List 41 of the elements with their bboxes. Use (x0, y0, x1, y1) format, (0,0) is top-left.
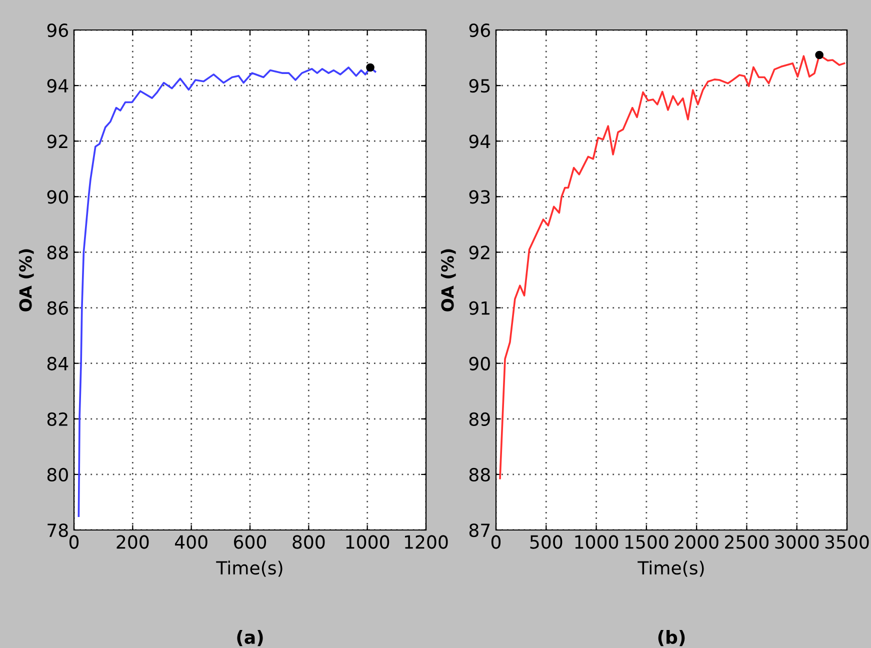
y-tick-label: 91 (469, 301, 490, 315)
y-tick-label: 92 (469, 246, 490, 260)
x-tick-label: 3500 (825, 535, 869, 549)
y-tick-label: 96 (47, 23, 68, 38)
y-tick-label: 94 (469, 134, 490, 148)
x-tick-label: 500 (530, 535, 562, 549)
x-tick-label: 1000 (575, 535, 618, 549)
y-tick-label: 93 (469, 190, 490, 204)
y-tick-label: 90 (469, 356, 490, 370)
text: (b) (658, 630, 685, 646)
y-tick-label: 87 (469, 523, 490, 538)
x-axis-title: Time(s) (638, 560, 704, 577)
x-tick-label: 2000 (674, 535, 718, 549)
y-tick-label: 88 (47, 246, 68, 260)
x-tick-label: 400 (174, 535, 208, 549)
x-tick-label: 200 (116, 535, 149, 549)
y-tick-label: 94 (47, 79, 68, 93)
text: (a) (237, 630, 263, 646)
y-axis-title: OA (%) (440, 249, 456, 312)
x-tick-label: 800 (292, 535, 325, 549)
y-tick-label: 86 (47, 301, 68, 315)
x-tick-label: 0 (69, 535, 79, 549)
x-tick-label: 3000 (775, 535, 819, 549)
x-tick-label: 1000 (346, 535, 390, 549)
x-axis-title: Time(s) (216, 560, 282, 577)
x-tick-label: 600 (234, 535, 266, 549)
x-tick-label: 1200 (405, 535, 448, 549)
y-tick-label: 90 (47, 190, 68, 204)
y-axis-title: OA (%) (18, 249, 34, 312)
x-tick-label: 1500 (625, 535, 668, 549)
y-tick-label: 89 (469, 412, 490, 426)
y-tick-label: 96 (469, 23, 490, 38)
y-tick-label: 88 (469, 468, 490, 482)
y-tick-label: 95 (469, 79, 490, 93)
y-tick-label: 82 (47, 412, 68, 426)
x-tick-label: 0 (491, 535, 501, 549)
y-tick-label: 78 (48, 523, 68, 538)
x-tick-label: 2500 (725, 535, 768, 549)
y-tick-label: 84 (47, 356, 68, 370)
y-tick-label: 92 (47, 134, 68, 148)
y-tick-label: 80 (47, 468, 68, 482)
